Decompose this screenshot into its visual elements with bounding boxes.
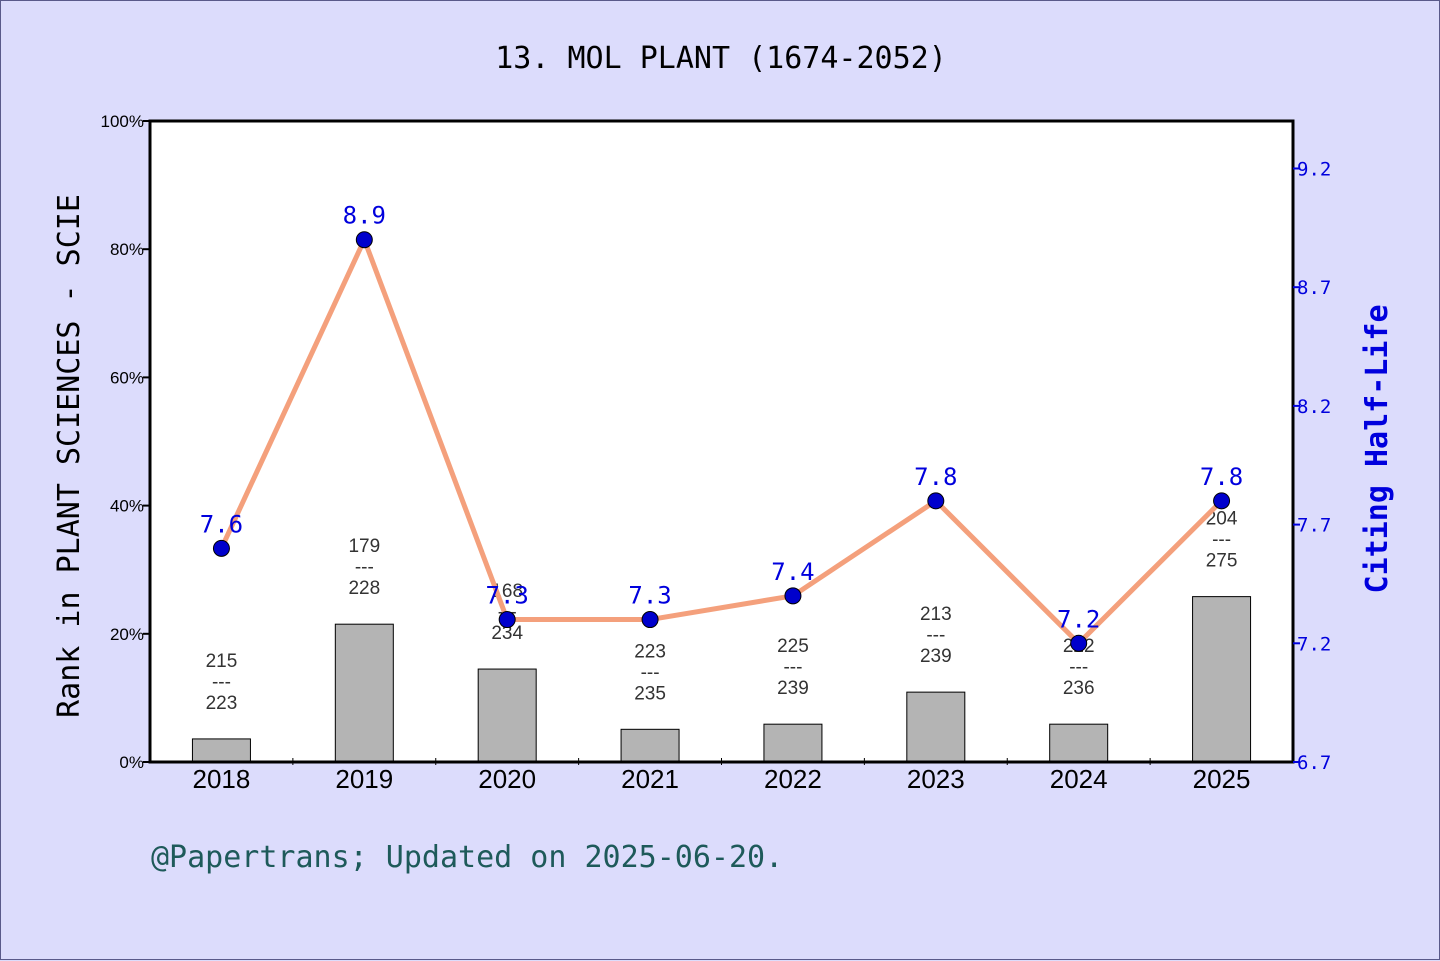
y2-tick-label: 7.2 [1297,633,1331,655]
half-life-label: 7.2 [1057,605,1100,633]
x-tick-label: 2025 [1193,764,1251,794]
half-life-point [641,611,659,629]
half-life-point [784,587,802,605]
line-layer: 7.6 8.9 7.3 7.3 7.4 7.8 7.2 7.8 [200,202,1243,652]
rank-separator: --- [355,557,374,578]
rank-total: 236 [1063,678,1095,699]
half-life-label: 7.8 [1200,463,1243,491]
half-life-point [927,492,945,510]
rank-label: 179 [348,536,380,557]
x-tick-label: 2022 [764,764,822,794]
chart-title: 13. MOL PLANT (1674-2052) [495,41,947,76]
rank-separator: --- [926,625,945,646]
bar [763,723,823,763]
y2-tick-label: 7.7 [1297,515,1331,537]
rank-separator: --- [212,672,231,693]
bar [334,623,394,763]
rank-total: 223 [206,693,238,714]
half-life-label: 7.6 [200,510,243,538]
half-life-line [219,237,1224,646]
rank-label: 223 [634,641,666,662]
rank-label: 215 [206,651,238,672]
y2-axis-label: Citing Half-Life [1360,305,1395,594]
rank-total: 239 [920,646,952,667]
y2-tick-label: 8.2 [1297,396,1331,418]
x-tick-label: 2024 [1050,764,1108,794]
rank-labels-layer: 215---223179---228168---234223---235225-… [206,509,1238,714]
rank-total: 228 [348,578,380,599]
axes-layer: 0% 20% 40% 60% 80% 100% 6.7 7.2 7.7 8.2 8.7 9.2 2018… [101,112,1332,794]
half-life-point [498,611,516,629]
y-tick-label: 80% [110,240,144,259]
bar [191,738,251,763]
bar [477,668,537,763]
y2-tick-label: 8.7 [1297,277,1331,299]
x-tick-label: 2020 [478,764,536,794]
half-life-point [1213,492,1231,510]
rank-separator: --- [1069,657,1088,678]
y-tick-label: 100% [101,112,144,131]
rank-separator: --- [641,662,660,683]
y-tick-label: 40% [110,497,144,516]
half-life-label: 7.3 [628,582,671,610]
half-life-label: 7.4 [771,558,814,586]
half-life-point [1070,634,1088,652]
bar [906,691,966,763]
bar [620,728,680,763]
rank-label: 213 [920,604,952,625]
x-tick-label: 2019 [335,764,393,794]
y-tick-label: 60% [110,368,144,387]
y2-tick-label: 9.2 [1297,158,1331,180]
half-life-point [355,231,373,249]
half-life-label: 7.8 [914,463,957,491]
half-life-label: 8.9 [343,202,386,230]
y-tick-label: 0% [119,753,144,772]
y2-tick-label: 6.7 [1297,752,1331,774]
half-life-point [212,539,230,557]
x-tick-label: 2018 [193,764,251,794]
x-tick-label: 2023 [907,764,965,794]
rank-separator: --- [783,657,802,678]
rank-total: 239 [777,678,809,699]
plot-area [150,121,1293,762]
bar [1192,596,1252,763]
half-life-label: 7.3 [486,582,529,610]
rank-total: 275 [1206,551,1238,572]
rank-separator: --- [1212,530,1231,551]
rank-total: 235 [634,683,666,704]
rank-label: 225 [777,636,809,657]
rank-label: 204 [1206,509,1238,530]
footer-credit: @Papertrans; Updated on 2025-06-20. [151,840,783,875]
bar [1049,723,1109,763]
y-tick-label: 20% [110,625,144,644]
y-axis-label: Rank in PLANT SCIENCES - SCIE [52,194,87,718]
rank-total: 234 [491,623,523,644]
x-tick-label: 2021 [621,764,679,794]
bars-layer [191,596,1252,763]
